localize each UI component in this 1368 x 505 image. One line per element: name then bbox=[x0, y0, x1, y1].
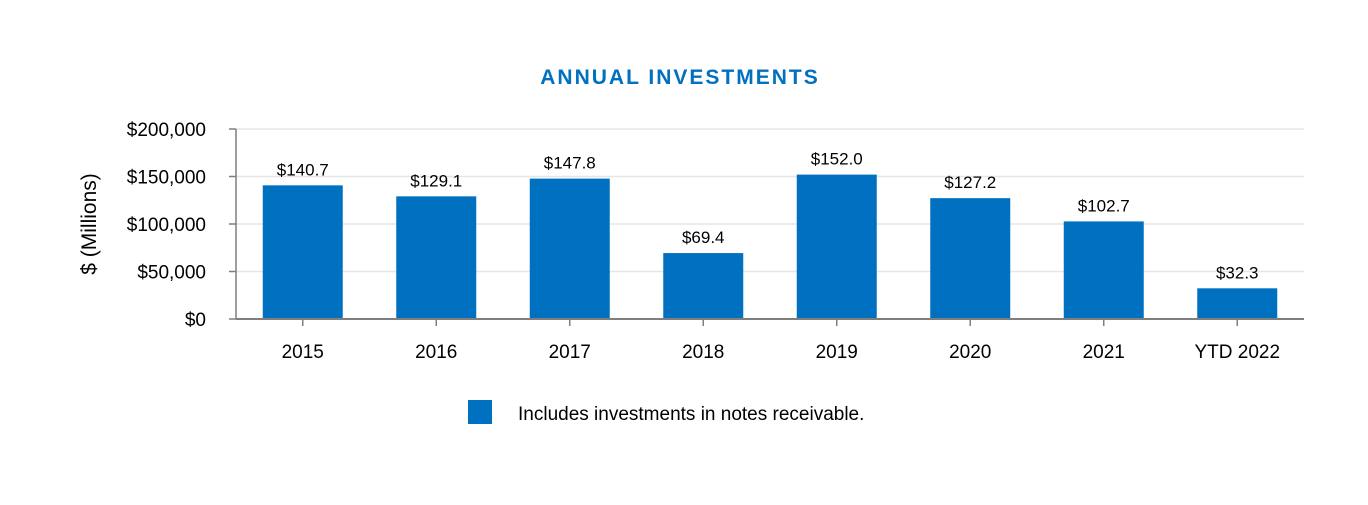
data-label: $127.2 bbox=[944, 173, 996, 192]
gridlines bbox=[236, 128, 1304, 273]
legend: Includes investments in notes receivable… bbox=[468, 400, 864, 425]
y-tick-label: $0 bbox=[185, 310, 206, 331]
y-tick-label: $150,000 bbox=[127, 168, 206, 189]
bar bbox=[796, 174, 877, 319]
data-label: $129.1 bbox=[410, 171, 462, 190]
x-tick-label: 2018 bbox=[682, 342, 724, 363]
x-tick-label: 2015 bbox=[282, 342, 324, 363]
legend-swatch bbox=[468, 400, 492, 424]
axes bbox=[229, 128, 1304, 326]
y-tick-label: $100,000 bbox=[127, 215, 206, 236]
data-label: $147.8 bbox=[544, 154, 596, 173]
chart-title: ANNUAL INVESTMENTS bbox=[540, 66, 819, 89]
bar bbox=[262, 185, 343, 319]
legend-label: Includes investments in notes receivable… bbox=[518, 404, 864, 425]
data-label: $140.7 bbox=[277, 160, 329, 179]
bars bbox=[262, 174, 1278, 319]
x-tick-label: 2019 bbox=[816, 342, 858, 363]
bar bbox=[930, 198, 1011, 319]
labels: $0 $50,000 $100,000 $150,000 $200,000 $140.7 2… bbox=[127, 120, 1280, 363]
x-tick-label: 2016 bbox=[415, 342, 457, 363]
bar bbox=[396, 196, 477, 319]
data-label: $102.7 bbox=[1078, 196, 1130, 215]
data-label: $152.0 bbox=[811, 150, 863, 169]
y-axis-title: $ (Millions) bbox=[78, 173, 101, 275]
bar bbox=[1063, 221, 1144, 319]
x-tick-label: 2021 bbox=[1083, 342, 1125, 363]
x-tick-label: 2020 bbox=[949, 342, 991, 363]
y-tick-label: $200,000 bbox=[127, 120, 206, 141]
bar bbox=[1197, 288, 1278, 319]
x-tick-label: YTD 2022 bbox=[1194, 342, 1280, 363]
data-label: $69.4 bbox=[682, 228, 725, 247]
data-label: $32.3 bbox=[1216, 263, 1259, 282]
bar bbox=[663, 253, 744, 319]
bar bbox=[529, 178, 610, 319]
y-tick-label: $50,000 bbox=[137, 263, 206, 284]
x-tick-label: 2017 bbox=[549, 342, 591, 363]
